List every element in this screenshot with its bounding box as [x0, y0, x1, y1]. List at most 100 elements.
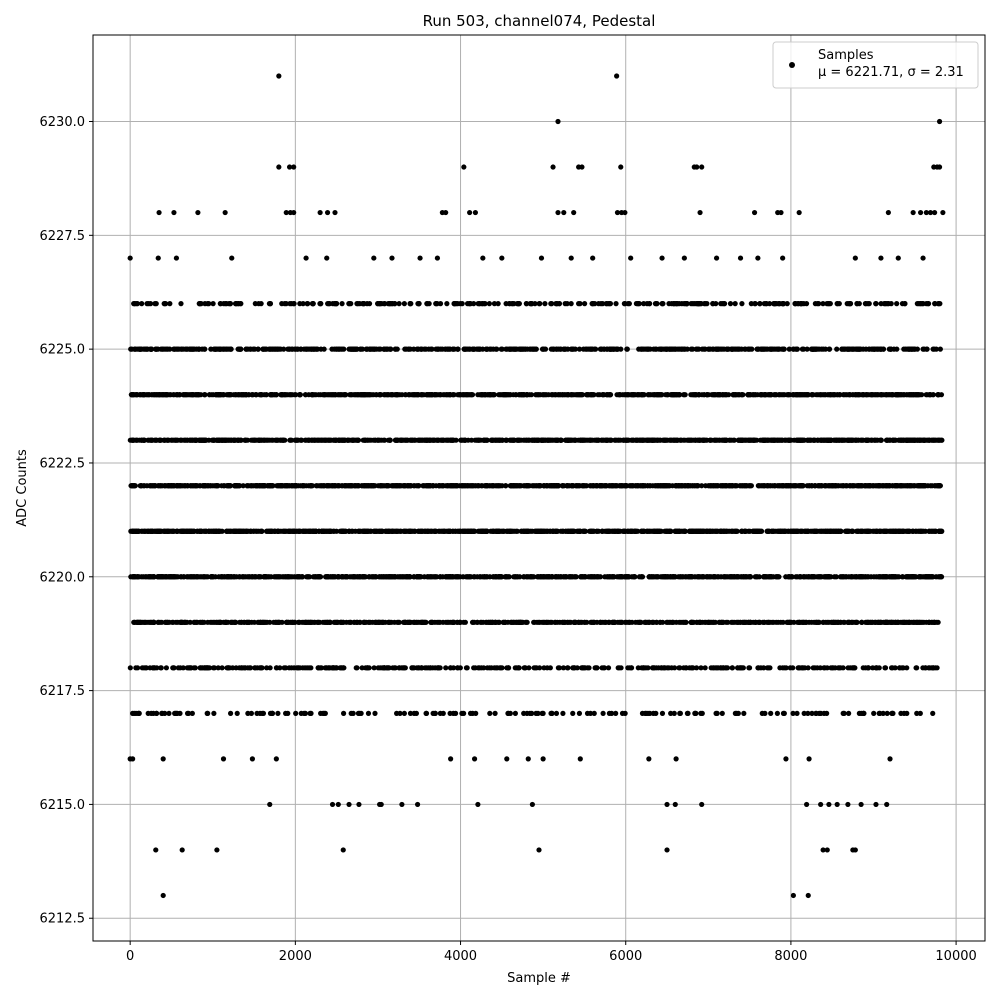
data-point — [591, 528, 597, 534]
data-point — [675, 437, 681, 443]
data-point — [684, 346, 690, 352]
data-point — [878, 437, 884, 443]
data-point — [499, 437, 506, 443]
data-point — [850, 483, 856, 489]
data-point — [623, 483, 630, 489]
data-point — [155, 392, 162, 398]
data-point — [518, 437, 524, 443]
data-point — [608, 483, 614, 489]
data-point — [810, 392, 816, 398]
data-point — [243, 528, 250, 534]
data-point — [420, 483, 426, 489]
data-point — [469, 392, 476, 398]
data-point — [236, 301, 242, 307]
data-point — [191, 528, 197, 534]
data-point — [492, 528, 498, 534]
data-point — [167, 392, 173, 398]
data-point — [788, 483, 794, 489]
data-point — [731, 392, 737, 398]
data-point — [787, 437, 793, 443]
data-point — [228, 392, 234, 398]
data-point — [431, 437, 437, 443]
data-point — [409, 437, 415, 443]
data-point — [255, 346, 261, 352]
data-point — [205, 483, 212, 489]
data-point — [210, 301, 216, 307]
data-point — [228, 528, 234, 534]
data-point — [564, 301, 570, 307]
data-point — [512, 346, 519, 352]
data-point — [286, 528, 292, 534]
data-point — [252, 301, 258, 307]
data-point — [836, 392, 842, 398]
data-point — [446, 528, 452, 534]
data-point — [617, 437, 624, 443]
data-point — [349, 392, 355, 398]
data-point — [392, 346, 398, 352]
data-point — [711, 483, 718, 489]
data-point — [377, 346, 383, 352]
data-point — [357, 301, 363, 307]
data-point — [188, 346, 195, 352]
data-point — [716, 392, 722, 398]
data-point — [597, 483, 603, 489]
data-point — [449, 437, 455, 443]
data-point — [313, 346, 319, 352]
data-point — [742, 528, 748, 534]
data-point — [865, 437, 871, 443]
data-point — [525, 437, 531, 443]
data-point — [551, 437, 557, 443]
data-point — [219, 483, 225, 489]
data-point — [323, 437, 329, 443]
data-point — [468, 437, 475, 443]
data-point — [541, 528, 547, 534]
data-point — [671, 392, 677, 398]
data-point — [756, 528, 762, 534]
data-point — [130, 528, 136, 534]
data-point — [588, 346, 594, 352]
data-point — [486, 301, 492, 307]
data-point — [156, 528, 162, 534]
data-point — [158, 346, 164, 352]
data-point — [179, 528, 185, 534]
data-point — [799, 346, 805, 352]
data-point — [761, 301, 767, 307]
data-point — [755, 483, 761, 489]
data-point — [757, 301, 763, 307]
data-point — [128, 346, 134, 352]
data-point — [278, 528, 284, 534]
data-point — [555, 483, 561, 489]
data-point — [461, 346, 467, 352]
data-point — [911, 437, 917, 443]
data-point — [269, 483, 275, 489]
data-point — [607, 437, 613, 443]
data-point — [795, 437, 802, 443]
data-point — [748, 301, 754, 307]
data-point — [160, 528, 167, 534]
data-point — [378, 392, 384, 398]
data-point — [222, 346, 228, 352]
data-point — [216, 528, 222, 534]
data-point — [790, 346, 796, 352]
data-point — [279, 301, 285, 307]
data-point — [844, 483, 850, 489]
data-point — [280, 483, 286, 489]
data-point — [937, 346, 943, 352]
data-point — [247, 346, 253, 352]
data-point — [894, 301, 900, 307]
data-point — [445, 346, 451, 352]
data-point — [350, 346, 356, 352]
data-point — [893, 483, 899, 489]
data-point — [671, 437, 677, 443]
data-point — [795, 528, 801, 534]
data-point — [536, 301, 542, 307]
data-point — [625, 528, 631, 534]
data-point — [832, 483, 838, 489]
data-point — [616, 392, 622, 398]
data-point — [574, 392, 580, 398]
data-point — [723, 437, 729, 443]
data-point — [391, 528, 397, 534]
data-point — [444, 301, 450, 307]
data-point — [837, 528, 844, 534]
data-point — [222, 301, 229, 307]
